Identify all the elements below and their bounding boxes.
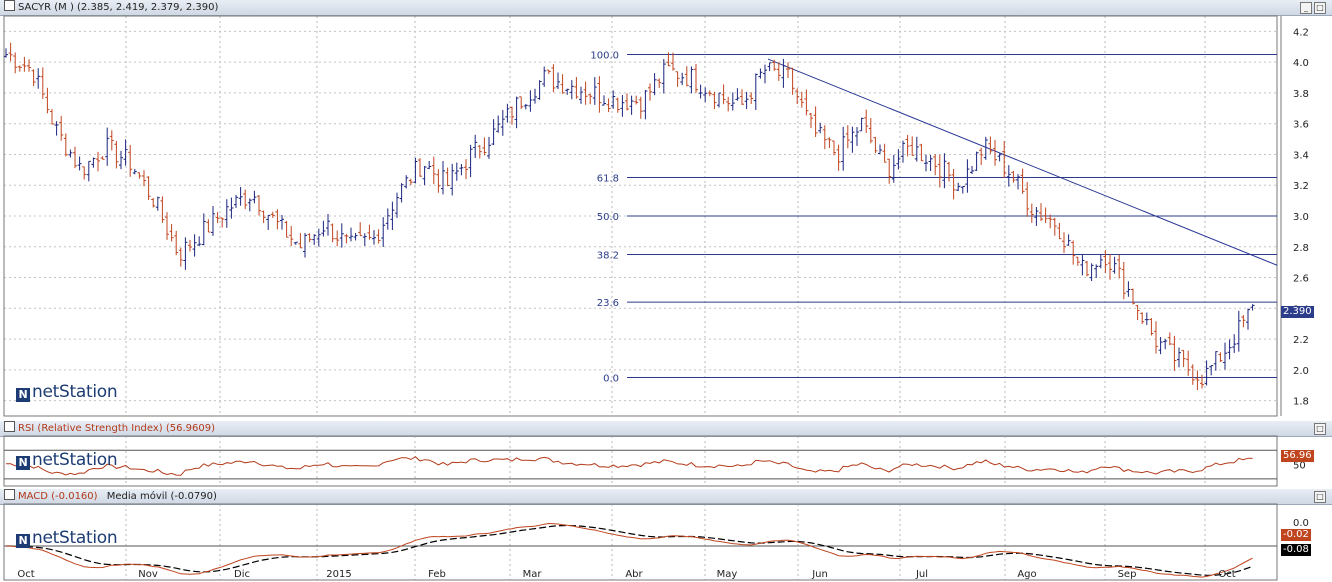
x-tick-label: Jun xyxy=(811,569,828,580)
price-panel-title: SACYR (M ) (2.385, 2.419, 2.379, 2.390) xyxy=(18,2,219,13)
maximize-button[interactable]: □ xyxy=(1314,2,1326,14)
last-price-tag: 2.390 xyxy=(1281,306,1314,318)
x-tick-label: May xyxy=(717,569,738,580)
rsi-panel-title: RSI (Relative Strength Index) (56.9609) xyxy=(18,423,216,434)
price-panel[interactable]: SACYR (M ) (2.385, 2.419, 2.379, 2.390) … xyxy=(0,0,1332,418)
fib-label: 100.0 xyxy=(590,50,619,61)
y-tick-label: 2.8 xyxy=(1293,243,1309,254)
x-tick-label: Mar xyxy=(523,569,543,580)
x-tick-label: Abr xyxy=(625,569,643,580)
rsi-tick-label: 50 xyxy=(1293,461,1306,472)
trendline xyxy=(767,58,1278,266)
macd-line xyxy=(6,522,1253,578)
panel-icon xyxy=(4,489,15,500)
macd-panel-title: MACD (-0.0160) xyxy=(18,491,98,502)
macd-tick-label: 0.0 xyxy=(1293,518,1309,529)
minimize-button[interactable]: _ xyxy=(1300,2,1312,14)
y-tick-label: 2.2 xyxy=(1293,335,1309,346)
y-tick-label: 3.8 xyxy=(1293,89,1309,100)
x-tick-label: Feb xyxy=(428,569,446,580)
y-tick-label: 2.0 xyxy=(1293,366,1309,377)
y-tick-label: 3.2 xyxy=(1293,181,1309,192)
y-tick-label: 3.0 xyxy=(1293,212,1309,223)
macd-plot-frame xyxy=(3,503,1278,581)
fib-label: 23.6 xyxy=(597,298,619,309)
rsi-panel[interactable]: RSI (Relative Strength Index) (56.9609) … xyxy=(0,421,1332,487)
panel-icon xyxy=(4,0,15,11)
x-tick-label: Oct xyxy=(1218,569,1235,580)
fib-label: 61.8 xyxy=(597,174,619,185)
x-tick-label: Ago xyxy=(1017,569,1036,580)
macd-value-tag: -0.02 xyxy=(1281,529,1311,541)
panel-icon xyxy=(4,421,15,432)
y-tick-label: 3.4 xyxy=(1293,150,1309,161)
fib-label: 38.2 xyxy=(597,250,619,261)
x-tick-label: Jul xyxy=(915,569,928,580)
y-tick-label: 4.0 xyxy=(1293,58,1309,69)
maximize-button[interactable]: □ xyxy=(1314,423,1326,435)
y-tick-label: 2.6 xyxy=(1293,274,1309,285)
fib-label: 0.0 xyxy=(603,374,619,385)
x-tick-label: Nov xyxy=(138,569,158,580)
price-panel-titlebar: SACYR (M ) (2.385, 2.419, 2.379, 2.390) … xyxy=(0,0,1332,16)
macd-signal-line xyxy=(6,524,1253,576)
x-tick-label: Oct xyxy=(17,569,34,580)
rsi-line xyxy=(5,456,1253,476)
x-tick-label: Sep xyxy=(1118,569,1137,580)
y-tick-label: 1.8 xyxy=(1293,397,1309,408)
x-tick-label: Dic xyxy=(234,569,250,580)
signal-value-tag: -0.08 xyxy=(1281,544,1311,556)
rsi-plot-frame xyxy=(3,435,1278,487)
x-tick-label: 2015 xyxy=(326,569,351,580)
rsi-value-tag: 56.96 xyxy=(1281,450,1314,462)
y-tick-label: 4.2 xyxy=(1293,27,1309,38)
fib-label: 50.0 xyxy=(597,212,619,223)
y-tick-label: 3.6 xyxy=(1293,120,1309,131)
macd-ma-title: Media móvil (-0.0790) xyxy=(106,491,217,502)
maximize-button[interactable]: □ xyxy=(1314,491,1326,503)
